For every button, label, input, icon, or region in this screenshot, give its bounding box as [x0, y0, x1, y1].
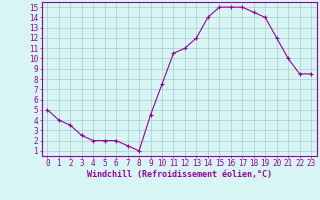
X-axis label: Windchill (Refroidissement éolien,°C): Windchill (Refroidissement éolien,°C)	[87, 170, 272, 179]
